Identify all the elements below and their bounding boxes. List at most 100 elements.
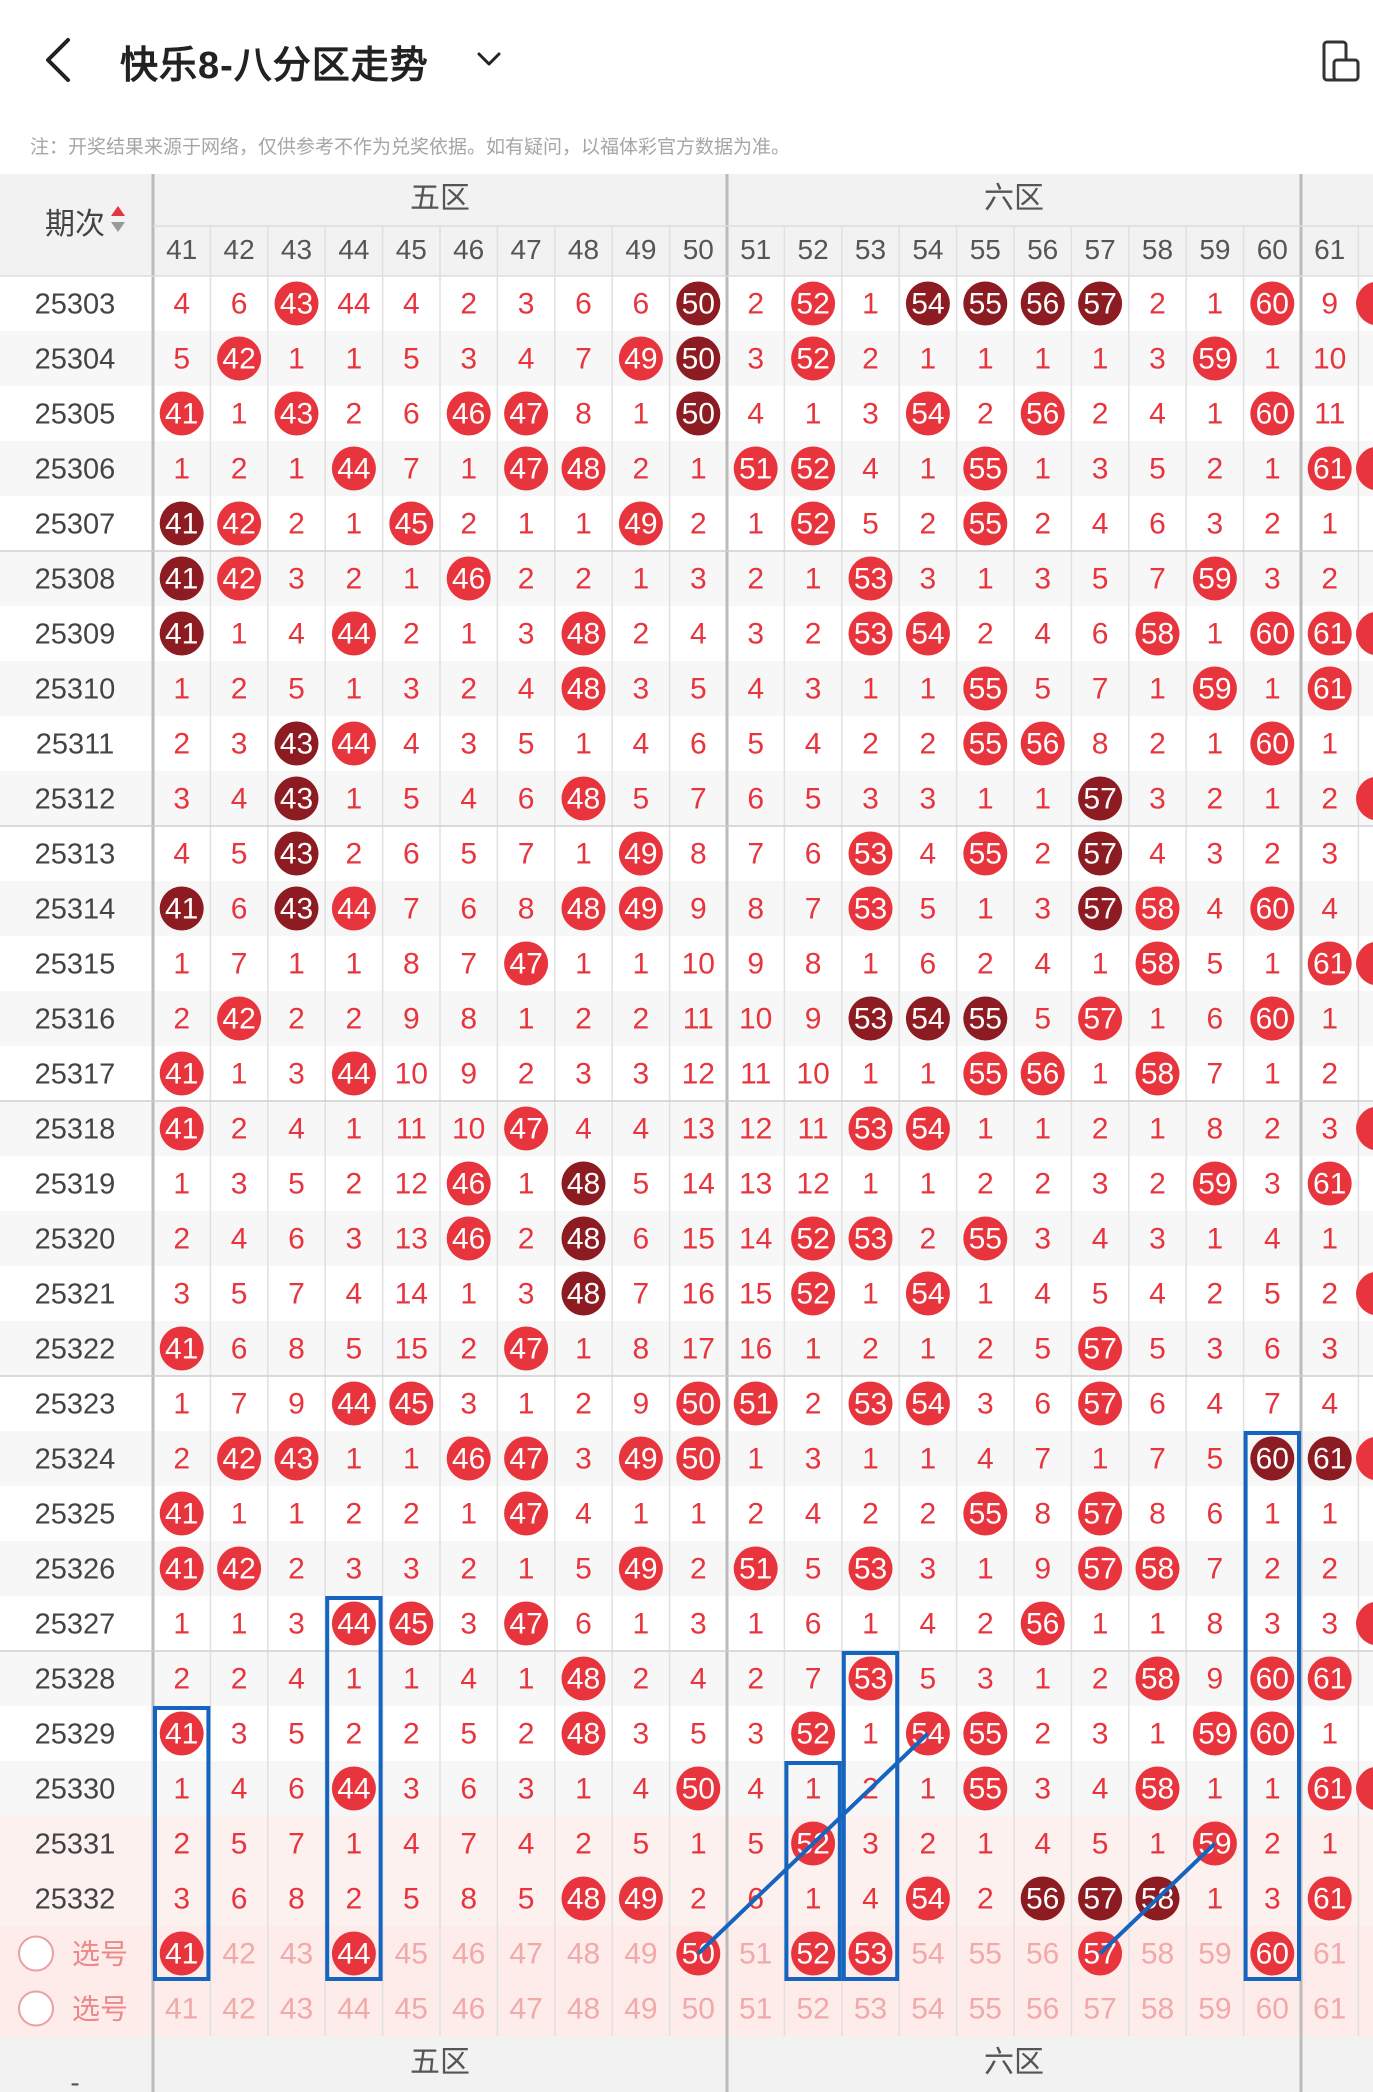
select-number[interactable]: 46 — [452, 1938, 485, 1971]
selected-number[interactable]: 53 — [854, 1938, 887, 1971]
miss-count: 2 — [231, 1113, 248, 1146]
hit-ball — [159, 611, 204, 656]
selected-number[interactable]: 60 — [1256, 1938, 1289, 1971]
miss-count: 1 — [862, 1443, 879, 1476]
miss-count: 4 — [346, 1278, 363, 1311]
miss-count: 6 — [1264, 1333, 1281, 1366]
hit-ball — [1020, 281, 1065, 326]
select-number[interactable]: 51 — [739, 1938, 772, 1971]
miss-count: 10 — [682, 948, 715, 981]
miss-count: 5 — [862, 508, 879, 541]
select-number[interactable]: 44 — [337, 1993, 370, 2026]
column-header: 55 — [970, 234, 1001, 265]
page-title[interactable]: 快乐8-八分区走势 — [120, 45, 429, 87]
select-label: 选号 — [72, 1994, 128, 2025]
hit-number: 60 — [1256, 893, 1289, 926]
chevron-left-icon[interactable] — [38, 30, 82, 90]
miss-count: 2 — [346, 1168, 363, 1201]
miss-count: 2 — [173, 1223, 190, 1256]
sort-down-icon[interactable] — [111, 222, 125, 232]
miss-count: 2 — [977, 618, 994, 651]
select-number[interactable]: 58 — [1141, 1993, 1174, 2026]
selected-number[interactable]: 44 — [337, 1938, 370, 1971]
select-number[interactable]: 56 — [1026, 1993, 1059, 2026]
select-number[interactable]: 55 — [969, 1938, 1002, 1971]
miss-count: 2 — [518, 1718, 535, 1751]
miss-count: 1 — [805, 398, 822, 431]
select-number[interactable]: 60 — [1256, 1993, 1289, 2026]
selected-ball[interactable] — [159, 1931, 204, 1976]
miss-count: 2 — [862, 1498, 879, 1531]
miss-count: 4 — [805, 1498, 822, 1531]
hit-number: 54 — [911, 1113, 944, 1146]
select-number[interactable]: 48 — [567, 1938, 600, 1971]
selected-number[interactable]: 52 — [796, 1938, 829, 1971]
hit-number: 44 — [337, 453, 370, 486]
hit-ball — [1020, 1601, 1065, 1646]
select-number[interactable]: 59 — [1198, 1993, 1231, 2026]
miss-count: 2 — [288, 1553, 305, 1586]
select-number[interactable]: 58 — [1141, 1938, 1174, 1971]
hit-number: 41 — [165, 1113, 198, 1146]
select-number[interactable]: 53 — [854, 1993, 887, 2026]
select-number[interactable]: 49 — [624, 1993, 657, 2026]
select-number[interactable]: 47 — [509, 1993, 542, 2026]
select-radio[interactable] — [18, 1990, 54, 2027]
select-number[interactable]: 54 — [911, 1938, 944, 1971]
select-number[interactable]: 50 — [682, 1993, 715, 2026]
hit-number: 49 — [624, 1443, 657, 1476]
annotation-box — [1243, 1431, 1301, 1981]
hit-number: 55 — [969, 1223, 1002, 1256]
select-number[interactable]: 42 — [222, 1993, 255, 2026]
select-number[interactable]: 54 — [911, 1993, 944, 2026]
select-number[interactable]: 61 — [1313, 1938, 1346, 1971]
select-number[interactable]: 61 — [1313, 1993, 1346, 2026]
select-number[interactable]: 47 — [509, 1938, 542, 1971]
select-number[interactable]: 49 — [624, 1938, 657, 1971]
hit-ball — [733, 1546, 778, 1591]
miss-count: 4 — [403, 288, 420, 321]
partial-ball — [1356, 612, 1373, 655]
hit-ball — [848, 556, 893, 601]
hit-ball — [905, 391, 950, 436]
selected-ball[interactable] — [848, 1931, 893, 1976]
select-number[interactable]: 59 — [1198, 1938, 1231, 1971]
miss-count: 2 — [403, 1498, 420, 1531]
select-number[interactable]: 55 — [969, 1993, 1002, 2026]
hit-ball — [1307, 1876, 1352, 1921]
miss-count: 5 — [1149, 1333, 1166, 1366]
hit-number: 41 — [165, 398, 198, 431]
select-number[interactable]: 56 — [1026, 1938, 1059, 1971]
miss-count: 2 — [862, 1333, 879, 1366]
sort-up-icon[interactable] — [111, 206, 125, 216]
select-number[interactable]: 45 — [395, 1993, 428, 2026]
select-number[interactable]: 42 — [222, 1938, 255, 1971]
hit-ball — [159, 886, 204, 931]
miss-count: 3 — [805, 1443, 822, 1476]
select-number[interactable]: 57 — [1083, 1993, 1116, 2026]
select-radio[interactable] — [18, 1935, 54, 1972]
miss-count: 4 — [1034, 618, 1051, 651]
miss-count: 1 — [575, 838, 592, 871]
miss-count: 1 — [920, 673, 937, 706]
selected-ball[interactable] — [331, 1931, 376, 1976]
selected-ball[interactable] — [791, 1931, 836, 1976]
select-number[interactable]: 45 — [395, 1938, 428, 1971]
device-rotate-icon[interactable] — [1318, 38, 1362, 84]
select-number[interactable]: 51 — [739, 1993, 772, 2026]
select-number[interactable]: 43 — [280, 1993, 313, 2026]
hit-number: 50 — [682, 1773, 715, 1806]
select-number[interactable]: 46 — [452, 1993, 485, 2026]
chevron-down-icon[interactable] — [474, 46, 504, 72]
select-number[interactable]: 52 — [796, 1993, 829, 2026]
selected-ball[interactable] — [1250, 1931, 1295, 1976]
selected-number[interactable]: 41 — [165, 1938, 198, 1971]
column-header: 59 — [1199, 234, 1230, 265]
select-number[interactable]: 48 — [567, 1993, 600, 2026]
select-number[interactable]: 41 — [165, 1993, 198, 2026]
partial-ball — [1356, 1767, 1373, 1810]
select-number[interactable]: 43 — [280, 1938, 313, 1971]
period-label: 25304 — [35, 344, 116, 376]
hit-ball — [848, 1381, 893, 1426]
